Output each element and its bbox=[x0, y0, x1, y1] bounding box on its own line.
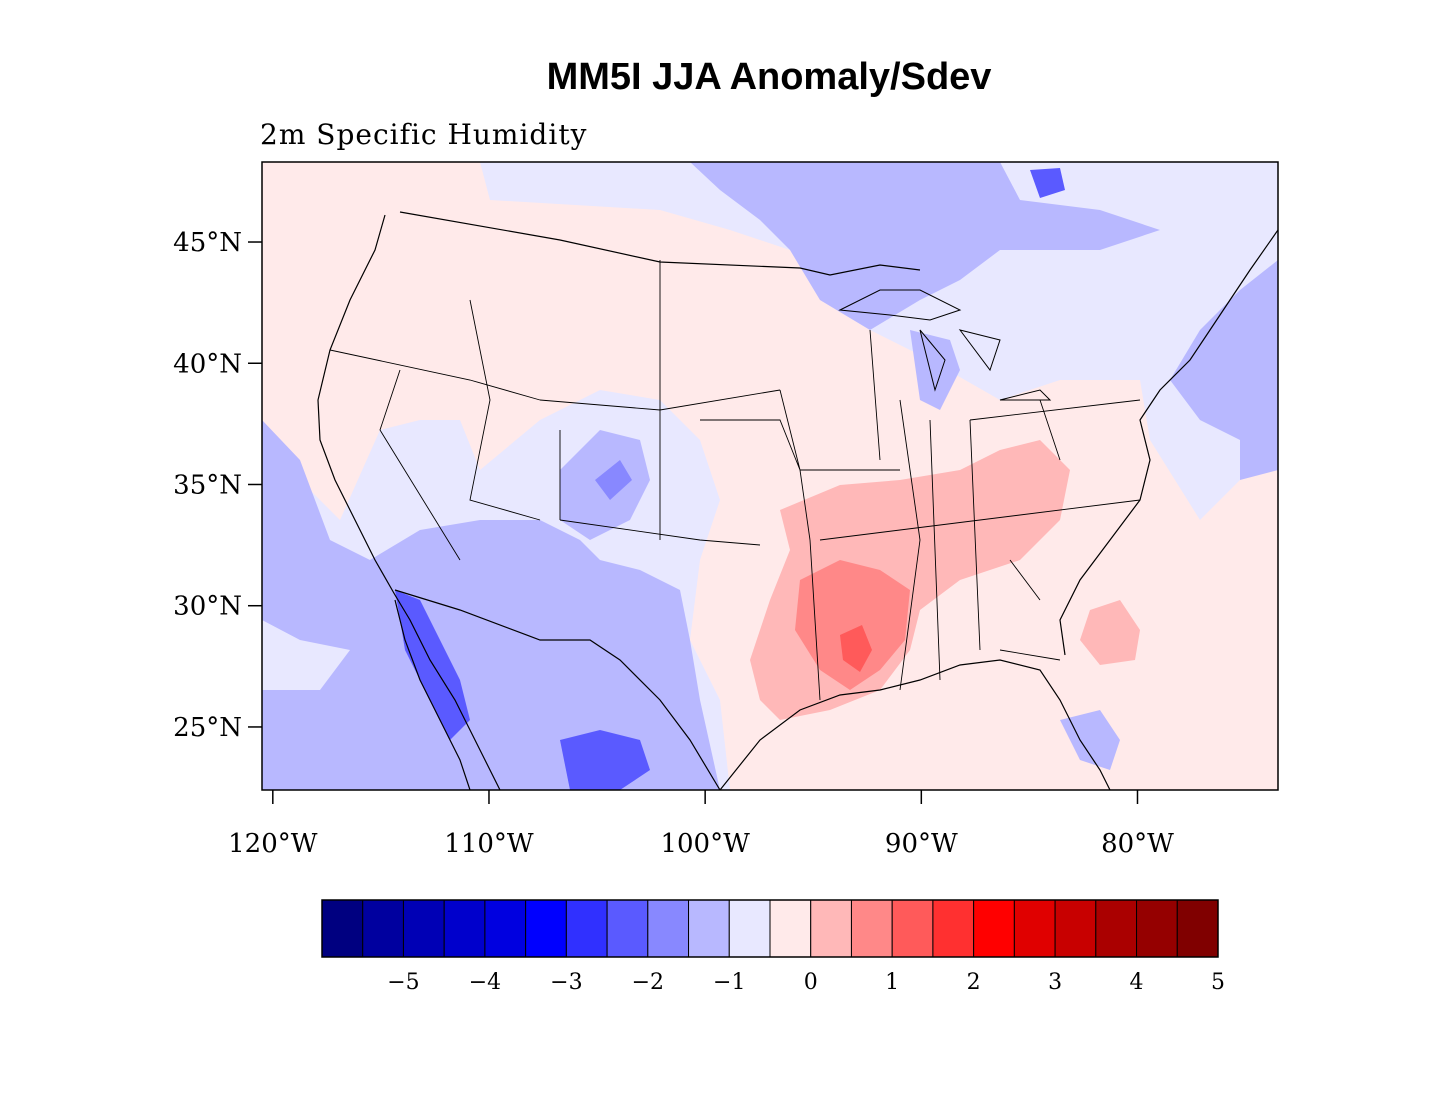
lat-tick-label: 40°N bbox=[173, 349, 242, 379]
colorbar-swatch bbox=[688, 899, 730, 958]
lat-tick-label: 35°N bbox=[173, 470, 242, 500]
colorbar-swatch bbox=[1054, 899, 1097, 958]
colorbar-swatch bbox=[973, 899, 1015, 958]
lat-axis: 45°N 40°N 35°N 30°N 25°N bbox=[173, 228, 262, 743]
colorbar-swatch bbox=[443, 899, 486, 958]
lon-tick-label: 110°W bbox=[444, 829, 534, 859]
field-neg-2-superior bbox=[1030, 168, 1065, 198]
lon-tick-label: 90°W bbox=[885, 829, 958, 859]
colorbar-swatch bbox=[647, 899, 690, 958]
atlantic-coast bbox=[1059, 229, 1278, 656]
lon-tick-label: 120°W bbox=[228, 829, 318, 859]
lat-tick-label: 30°N bbox=[173, 592, 242, 622]
page-title: MM5I JJA Anomaly/Sdev bbox=[546, 56, 992, 98]
colorbar-swatch bbox=[769, 899, 812, 958]
field-neg-1-northeast bbox=[1170, 260, 1278, 480]
colorbar-swatch bbox=[525, 899, 567, 958]
boundary-lines bbox=[317, 211, 1278, 790]
field-neg-2-mexico bbox=[560, 730, 650, 790]
colorbar-swatch bbox=[810, 899, 852, 958]
mexico-border bbox=[394, 589, 721, 790]
gulf-coast bbox=[719, 659, 1111, 790]
field-neg-1-michigan bbox=[910, 330, 960, 410]
colorbar-swatch bbox=[1095, 899, 1138, 958]
colorbar-label: 3 bbox=[1048, 970, 1062, 995]
colorbar-label: −5 bbox=[387, 970, 419, 995]
lon-tick-label: 80°W bbox=[1101, 829, 1174, 859]
map-area bbox=[262, 162, 1278, 790]
colorbar-swatch bbox=[565, 899, 608, 958]
colorbar-label: −1 bbox=[713, 970, 745, 995]
state-lines bbox=[329, 260, 1141, 701]
field-neg-1-florida bbox=[1060, 710, 1120, 770]
lat-tick-label: 45°N bbox=[173, 228, 242, 258]
field-pos-2 bbox=[795, 560, 910, 690]
colorbar-swatch bbox=[321, 899, 364, 958]
colorbar-label: −3 bbox=[550, 970, 582, 995]
colorbar-swatch bbox=[362, 899, 404, 958]
colorbar-swatch bbox=[606, 899, 649, 958]
field-neg-2-colorado bbox=[595, 460, 632, 500]
great-lakes-outline bbox=[838, 289, 1052, 401]
colorbar-swatch bbox=[891, 899, 934, 958]
map-frame bbox=[261, 161, 1279, 791]
field-neg-1-lakes bbox=[690, 162, 1160, 330]
colorbar-swatch bbox=[402, 899, 445, 958]
lon-axis: 120°W 110°W 100°W 90°W 80°W bbox=[228, 790, 1174, 859]
colorbar-swatch bbox=[1136, 899, 1178, 958]
map-subtitle: 2m Specific Humidity bbox=[260, 118, 588, 151]
pacific-coast bbox=[317, 214, 501, 790]
field-pos-3 bbox=[840, 625, 872, 672]
colorbar-label: −2 bbox=[632, 970, 664, 995]
colorbar-label: −4 bbox=[469, 970, 501, 995]
colorbar-swatch bbox=[1176, 899, 1219, 958]
lat-tick-label: 25°N bbox=[173, 713, 242, 743]
colorbar-label: 2 bbox=[967, 970, 981, 995]
colorbar-swatch bbox=[484, 899, 527, 958]
lon-tick-label: 100°W bbox=[660, 829, 750, 859]
field-pos-0-1 bbox=[262, 162, 1278, 790]
field-neg-1-southwest bbox=[262, 420, 720, 790]
canada-border bbox=[399, 211, 921, 276]
colorbar: −5 −4 −3 −2 −1 0 1 2 3 4 5 bbox=[321, 899, 1225, 995]
baja-peninsula bbox=[394, 599, 471, 790]
colorbar-frame bbox=[321, 899, 1219, 958]
field-pos-0-1-b bbox=[262, 280, 560, 420]
colorbar-swatch bbox=[1013, 899, 1056, 958]
colorbar-label: 1 bbox=[885, 970, 899, 995]
colorbar-label: 5 bbox=[1211, 970, 1225, 995]
colorbar-label: 4 bbox=[1130, 970, 1144, 995]
colorbar-swatch bbox=[850, 899, 893, 958]
field-pos-1-atlantic bbox=[1080, 600, 1140, 665]
colorbar-swatch bbox=[728, 899, 771, 958]
colorbar-label: 0 bbox=[804, 970, 818, 995]
colorbar-swatch bbox=[932, 899, 975, 958]
